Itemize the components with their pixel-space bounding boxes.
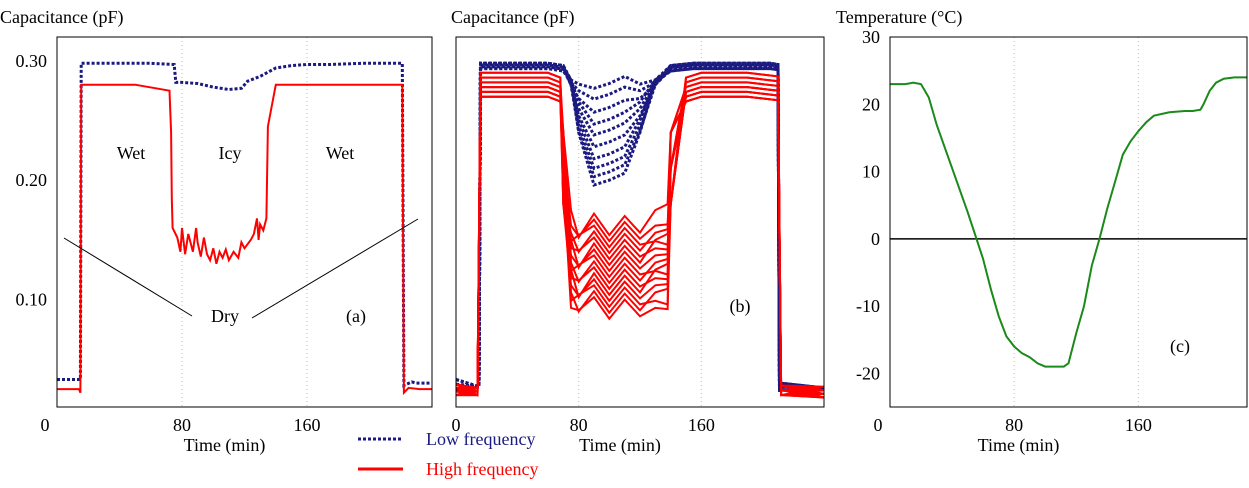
ytick-c-1: 20 [862, 94, 880, 114]
xtick-c-2: 160 [1125, 415, 1152, 435]
legend-label-1: High frequency [426, 459, 538, 479]
series-line-a-1 [57, 83, 432, 396]
panel-label-c: (c) [1170, 336, 1190, 357]
ytick-c-5: -20 [856, 363, 880, 383]
ytick-c-4: -10 [856, 296, 880, 316]
plot-frame-b [455, 36, 825, 408]
ylabel-a: Capacitance (pF) [0, 7, 123, 28]
ytick-a-0: 0.30 [16, 51, 48, 71]
series-line-b-1-10 [455, 76, 824, 393]
series-line-b-0-9 [455, 63, 825, 391]
xtick-a-0: 0 [41, 415, 50, 435]
series-line-b-1-6 [455, 95, 825, 397]
ytick-c-0: 30 [862, 27, 880, 47]
xtick-b-1: 80 [570, 415, 588, 435]
xlabel-a: Time (min) [184, 435, 266, 456]
series-line-b-1-9 [455, 81, 825, 397]
xtick-b-0: 0 [452, 415, 461, 435]
series-line-b-0-4 [455, 61, 825, 390]
series-line-b-0-0 [455, 61, 825, 391]
series-line-b-1-13 [456, 90, 825, 395]
series-line-b-1-1 [456, 90, 825, 395]
series-line-b-0-5 [455, 63, 825, 392]
ylabel-b: Capacitance (pF) [451, 7, 574, 28]
series-line-b-0-1 [455, 63, 825, 390]
annotation-wet-2: Wet [326, 143, 355, 163]
xtick-c-0: 0 [874, 415, 883, 435]
xlabel-c: Time (min) [978, 435, 1060, 456]
series-line-b-1-12 [456, 95, 825, 399]
xtick-a-1: 80 [173, 415, 191, 435]
xtick-b-2: 160 [688, 415, 715, 435]
dry-pointer-line-left [63, 237, 193, 317]
annotation-icy-1: Icy [219, 143, 242, 163]
series-line-b-0-7 [455, 67, 825, 390]
series-line-b-1-11 [455, 71, 825, 390]
ytick-a-1: 0.20 [16, 170, 48, 190]
series-line-c-0 [890, 76, 1247, 368]
plot-frame-c [889, 36, 1248, 408]
series-line-b-0-8 [455, 61, 825, 392]
series-line-a-0 [57, 61, 432, 388]
ytick-c-2: 10 [862, 162, 880, 182]
dry-pointer-line-right [251, 218, 419, 319]
xlabel-b: Time (min) [579, 435, 661, 456]
series-line-b-0-2 [455, 65, 825, 392]
panel-label-b: (b) [730, 296, 751, 317]
xtick-c-1: 80 [1005, 415, 1023, 435]
ytick-c-3: 0 [871, 229, 880, 249]
plot-frame-a [56, 36, 433, 408]
series-line-b-1-14 [456, 86, 825, 392]
series-line-b-1-0 [456, 95, 825, 399]
series-line-b-1-7 [455, 90, 825, 393]
xtick-a-2: 160 [294, 415, 321, 435]
series-line-b-0-6 [455, 65, 825, 391]
panel-label-a: (a) [346, 306, 366, 327]
legend-label-0: Low frequency [426, 429, 535, 449]
annotation-dry-3: Dry [211, 306, 239, 326]
ytick-a-2: 0.10 [16, 290, 48, 310]
ylabel-c: Temperature (°C) [836, 7, 962, 28]
annotation-wet-0: Wet [117, 143, 146, 163]
